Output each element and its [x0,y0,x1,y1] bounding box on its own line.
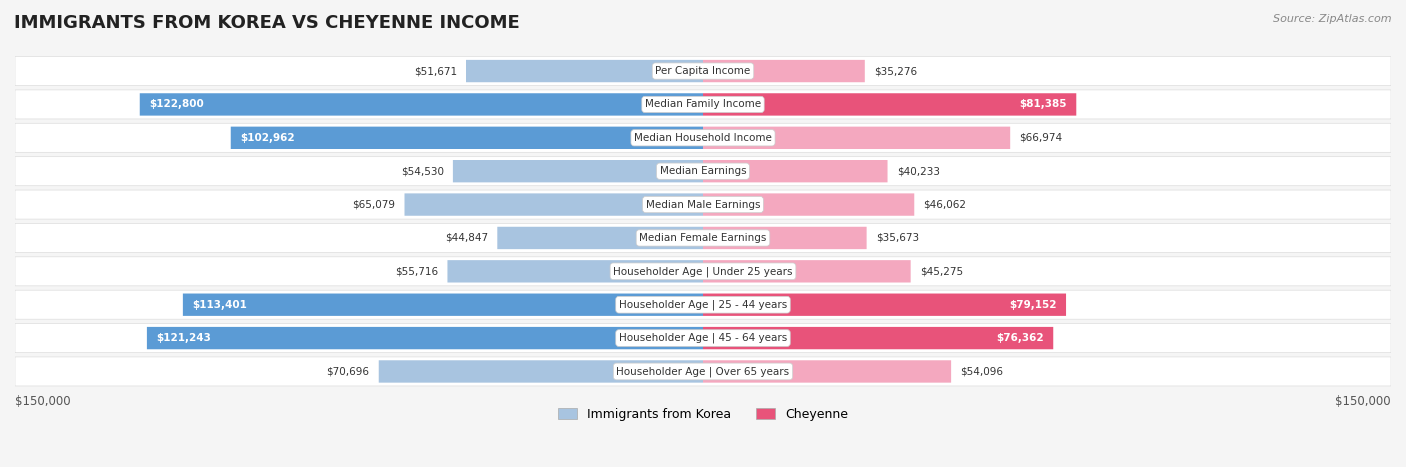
FancyBboxPatch shape [15,156,1391,186]
FancyBboxPatch shape [498,227,703,249]
Text: Householder Age | Under 25 years: Householder Age | Under 25 years [613,266,793,276]
Text: $55,716: $55,716 [395,266,439,276]
FancyBboxPatch shape [465,60,703,82]
FancyBboxPatch shape [453,160,703,183]
FancyBboxPatch shape [15,190,1391,219]
FancyBboxPatch shape [703,227,866,249]
FancyBboxPatch shape [15,90,1391,119]
Text: IMMIGRANTS FROM KOREA VS CHEYENNE INCOME: IMMIGRANTS FROM KOREA VS CHEYENNE INCOME [14,14,520,32]
FancyBboxPatch shape [703,60,865,82]
Text: Householder Age | Over 65 years: Householder Age | Over 65 years [616,366,790,377]
Legend: Immigrants from Korea, Cheyenne: Immigrants from Korea, Cheyenne [553,403,853,426]
FancyBboxPatch shape [15,123,1391,152]
FancyBboxPatch shape [703,193,914,216]
Text: Median Female Earnings: Median Female Earnings [640,233,766,243]
FancyBboxPatch shape [15,57,1391,85]
FancyBboxPatch shape [378,360,703,382]
FancyBboxPatch shape [15,324,1391,353]
Text: $44,847: $44,847 [446,233,488,243]
Text: $40,233: $40,233 [897,166,939,176]
FancyBboxPatch shape [183,294,703,316]
FancyBboxPatch shape [703,294,1066,316]
Text: $76,362: $76,362 [997,333,1045,343]
FancyBboxPatch shape [15,357,1391,386]
FancyBboxPatch shape [703,327,1053,349]
Text: $54,530: $54,530 [401,166,444,176]
Text: $150,000: $150,000 [15,395,70,408]
Text: Per Capita Income: Per Capita Income [655,66,751,76]
Text: $70,696: $70,696 [326,367,370,376]
FancyBboxPatch shape [15,257,1391,286]
Text: $79,152: $79,152 [1010,300,1057,310]
Text: Median Male Earnings: Median Male Earnings [645,199,761,210]
Text: $66,974: $66,974 [1019,133,1063,143]
Text: $150,000: $150,000 [1336,395,1391,408]
FancyBboxPatch shape [703,260,911,283]
Text: $35,276: $35,276 [875,66,917,76]
Text: $122,800: $122,800 [149,99,204,109]
Text: $102,962: $102,962 [240,133,294,143]
FancyBboxPatch shape [146,327,703,349]
Text: $121,243: $121,243 [156,333,211,343]
FancyBboxPatch shape [405,193,703,216]
Text: $81,385: $81,385 [1019,99,1067,109]
Text: $113,401: $113,401 [193,300,247,310]
Text: Median Family Income: Median Family Income [645,99,761,109]
Text: $51,671: $51,671 [413,66,457,76]
FancyBboxPatch shape [15,223,1391,253]
Text: Median Earnings: Median Earnings [659,166,747,176]
Text: $46,062: $46,062 [924,199,966,210]
FancyBboxPatch shape [703,93,1076,116]
FancyBboxPatch shape [703,160,887,183]
Text: $65,079: $65,079 [353,199,395,210]
Text: $54,096: $54,096 [960,367,1004,376]
FancyBboxPatch shape [703,360,950,382]
Text: Householder Age | 25 - 44 years: Householder Age | 25 - 44 years [619,299,787,310]
FancyBboxPatch shape [447,260,703,283]
Text: $35,673: $35,673 [876,233,920,243]
Text: $45,275: $45,275 [920,266,963,276]
FancyBboxPatch shape [703,127,1010,149]
FancyBboxPatch shape [231,127,703,149]
Text: Median Household Income: Median Household Income [634,133,772,143]
Text: Source: ZipAtlas.com: Source: ZipAtlas.com [1274,14,1392,24]
Text: Householder Age | 45 - 64 years: Householder Age | 45 - 64 years [619,333,787,343]
FancyBboxPatch shape [15,290,1391,319]
FancyBboxPatch shape [139,93,703,116]
